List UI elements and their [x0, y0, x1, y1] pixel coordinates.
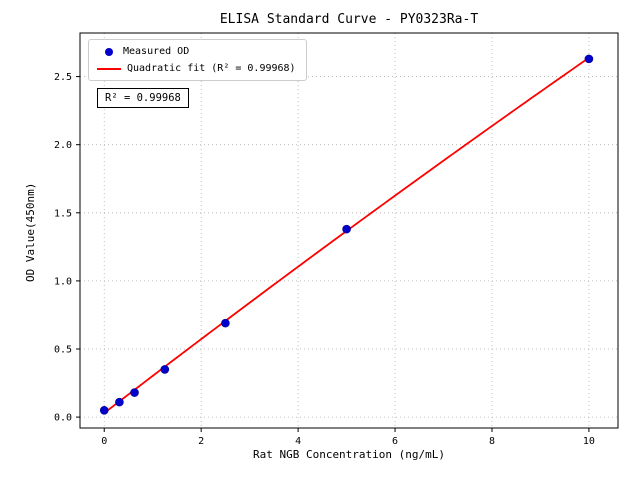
measured-od-point: [584, 54, 594, 64]
measured-od-point: [221, 318, 230, 328]
y-tick-label: 2.5: [54, 72, 72, 83]
x-tick-label: 6: [392, 436, 398, 447]
measured-od-point: [115, 397, 124, 407]
x-tick-label: 10: [583, 436, 595, 447]
r-squared-annotation: R² = 0.99968: [97, 88, 189, 108]
x-tick-label: 2: [198, 436, 204, 447]
legend-quadratic-fit-line-icon: [97, 67, 121, 70]
legend-entry-quadratic-fit: Quadratic fit (R² = 0.99968): [97, 63, 296, 74]
quadratic-fit-line: [103, 57, 590, 414]
y-tick-label: 2.0: [54, 140, 72, 151]
y-axis-label: OD Value(450nm): [24, 182, 37, 282]
legend-label-measured-od: Measured OD: [123, 46, 190, 57]
axes-border: [79, 32, 619, 429]
measured-od-point: [160, 365, 170, 374]
y-tick-label: 1.5: [54, 208, 72, 219]
x-tick-label: 8: [489, 436, 495, 447]
legend-label-quadratic-fit: Quadratic fit (R² = 0.99968): [127, 63, 296, 74]
measured-od-point: [342, 224, 351, 234]
measured-od-point: [130, 388, 139, 397]
y-tick-label: 0.0: [54, 413, 72, 424]
chart-title: ELISA Standard Curve - PY0323Ra-T: [219, 12, 479, 27]
x-tick-label: 0: [101, 436, 107, 447]
x-axis-label: Rat NGB Concentration (ng/mL): [252, 448, 446, 461]
measured-od-point: [99, 405, 109, 415]
legend-measured-od-marker-icon: [105, 47, 113, 56]
x-tick-label: 4: [295, 436, 301, 447]
y-tick-label: 1.0: [54, 276, 72, 287]
legend-entry-measured-od: Measured OD: [97, 46, 296, 57]
legend: Measured OD Quadratic fit (R² = 0.99968): [88, 39, 307, 81]
y-tick-label: 0.5: [54, 345, 72, 356]
